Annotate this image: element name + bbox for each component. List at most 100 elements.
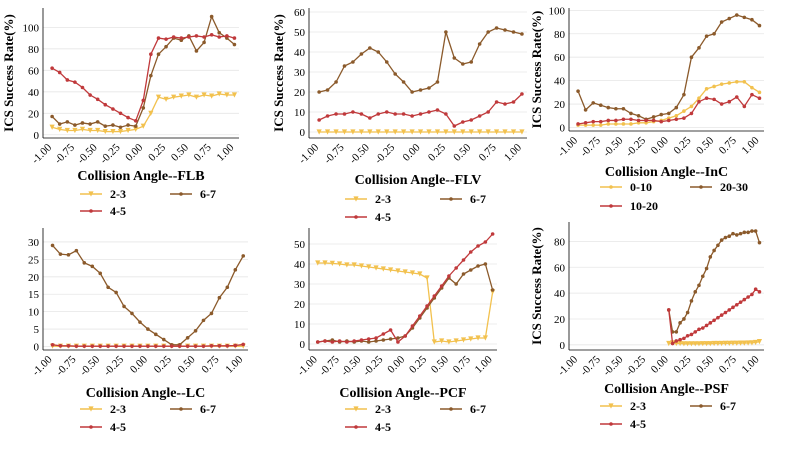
data-point-6-7 xyxy=(217,295,222,300)
data-point-4-5 xyxy=(73,80,77,84)
data-point-6-7 xyxy=(122,304,126,309)
data-point-4-5 xyxy=(162,344,166,348)
data-point-4-5 xyxy=(689,332,694,337)
data-point-4-5 xyxy=(325,114,330,118)
data-point-4-5 xyxy=(65,78,70,82)
data-point-2-3 xyxy=(133,126,139,133)
data-point-20-30 xyxy=(614,106,618,111)
legend-label: 4-5 xyxy=(630,417,646,431)
y-tick-label: 60 xyxy=(554,52,566,64)
y-tick-label: 50 xyxy=(294,27,306,39)
data-point-6-7 xyxy=(50,114,54,119)
data-point-4-5 xyxy=(753,287,758,292)
data-point-4-5 xyxy=(149,52,153,56)
data-point-6-7 xyxy=(693,290,698,294)
data-point-20-30 xyxy=(697,46,701,50)
data-point-4-5 xyxy=(114,344,118,348)
series-line-6-7 xyxy=(318,27,523,93)
y-tick-label: 0 xyxy=(560,122,566,134)
data-point-4-5 xyxy=(217,344,222,348)
data-point-4-5 xyxy=(723,310,728,315)
data-point-6-7 xyxy=(202,40,206,45)
data-point-4-5 xyxy=(734,302,739,307)
data-point-4-5 xyxy=(359,338,364,342)
data-point-6-7 xyxy=(712,248,716,253)
legend-marker xyxy=(179,192,183,196)
data-point-2-3 xyxy=(519,129,525,135)
data-point-2-3 xyxy=(707,341,713,347)
data-point-4-5 xyxy=(666,308,671,312)
y-tick-label: 40 xyxy=(554,288,566,300)
data-point-2-3 xyxy=(367,129,373,135)
data-point-2-3 xyxy=(417,129,424,135)
data-point-2-3 xyxy=(155,94,162,100)
data-point-2-3 xyxy=(344,262,350,268)
data-point-4-5 xyxy=(103,102,108,107)
series-line-4-5 xyxy=(318,93,523,127)
data-point-10-20 xyxy=(742,104,747,109)
data-point-6-7 xyxy=(334,80,338,84)
data-point-4-5 xyxy=(111,107,115,111)
data-point-20-30 xyxy=(734,13,739,17)
y-tick-label: 20 xyxy=(554,314,566,326)
data-point-20-30 xyxy=(659,112,664,117)
x-tick-label: 0.00 xyxy=(128,353,150,375)
data-point-6-7 xyxy=(410,90,414,94)
data-point-4-5 xyxy=(418,112,423,116)
data-point-6-7 xyxy=(682,317,686,321)
data-point-2-3 xyxy=(333,129,339,135)
data-point-6-7 xyxy=(141,106,146,110)
data-point-6-7 xyxy=(57,122,62,126)
data-point-4-5 xyxy=(366,337,371,341)
legend-marker xyxy=(354,215,358,219)
legend-marker xyxy=(179,407,183,411)
data-point-4-5 xyxy=(138,344,142,348)
data-point-2-3 xyxy=(316,129,322,135)
data-point-4-5 xyxy=(511,100,516,104)
data-point-4-5 xyxy=(95,97,100,102)
data-point-2-3 xyxy=(417,271,423,277)
legend-label: 2-3 xyxy=(110,187,126,201)
data-point-6-7 xyxy=(753,229,758,233)
data-point-0-10 xyxy=(712,84,716,89)
chart-flv: 0 10 20 30 40 50 60 -1.00 -0.75 -0.50 -0.25 0.00 0.2… xyxy=(271,7,527,224)
data-point-4-5 xyxy=(225,344,230,348)
x-tick-label: -0.75 xyxy=(52,141,77,166)
data-point-4-5 xyxy=(425,304,429,308)
x-tick-label: -0.75 xyxy=(322,141,347,166)
y-tick-label: 30 xyxy=(28,237,40,249)
data-point-4-5 xyxy=(417,314,422,318)
data-point-4-5 xyxy=(179,36,184,40)
data-point-6-7 xyxy=(452,56,457,60)
data-point-0-10 xyxy=(734,80,739,84)
data-point-2-3 xyxy=(375,129,381,135)
data-point-6-7 xyxy=(734,233,739,237)
data-point-4-5 xyxy=(146,344,150,348)
data-point-6-7 xyxy=(103,124,108,128)
data-point-4-5 xyxy=(670,341,675,346)
data-point-0-10 xyxy=(757,90,762,95)
data-point-2-3 xyxy=(460,337,467,343)
data-point-6-7 xyxy=(164,44,168,49)
data-point-4-5 xyxy=(232,36,237,40)
data-point-4-5 xyxy=(374,336,378,340)
data-point-6-7 xyxy=(731,231,735,236)
data-point-6-7 xyxy=(201,318,206,323)
data-point-10-20 xyxy=(636,118,641,123)
legend: 2-3 6-7 4-5 xyxy=(345,192,486,224)
data-point-6-7 xyxy=(351,60,355,64)
data-point-2-3 xyxy=(439,338,445,344)
x-tick-label: -0.75 xyxy=(54,353,79,378)
data-point-20-30 xyxy=(757,23,762,28)
data-point-2-3 xyxy=(493,129,500,135)
data-point-4-5 xyxy=(57,70,62,75)
data-point-4-5 xyxy=(393,112,397,116)
data-point-0-10 xyxy=(727,81,732,85)
y-tick-label: 20 xyxy=(28,108,40,120)
data-point-6-7 xyxy=(317,90,321,94)
data-point-2-3 xyxy=(358,129,365,135)
y-axis-label: ICS Success Rate(%) xyxy=(529,11,544,129)
legend-label: 6-7 xyxy=(200,187,216,201)
